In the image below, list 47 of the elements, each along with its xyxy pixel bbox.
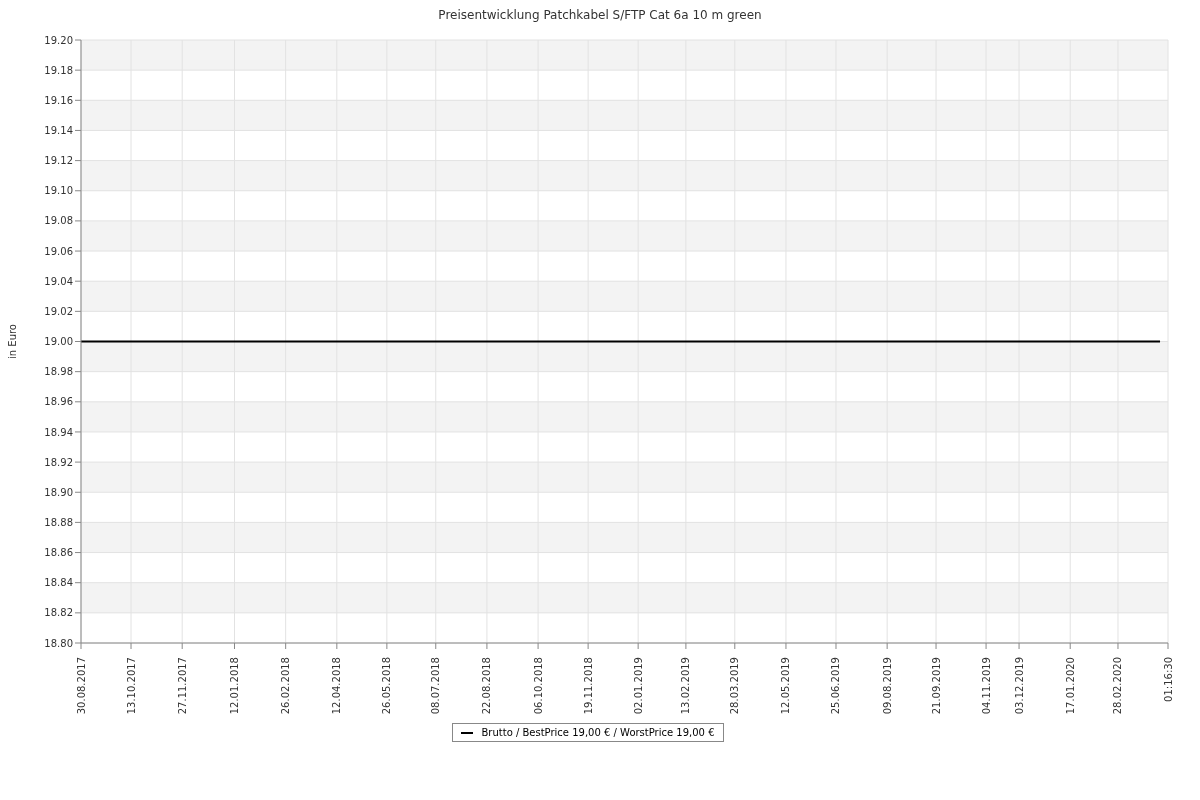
x-tick-label: 04.11.2019	[980, 657, 992, 715]
x-tick-label: 28.02.2020	[1112, 657, 1124, 715]
y-tick-label: 19.18	[44, 64, 73, 76]
chart-title: Preisentwicklung Patchkabel S/FTP Cat 6a 10 m green	[437, 8, 763, 24]
y-tick-label: 19.08	[44, 215, 73, 227]
y-tick-label: 18.86	[44, 547, 73, 559]
x-tick-label: 30.08.2017	[75, 657, 87, 715]
y-tick-label: 18.92	[44, 456, 73, 468]
x-tick-label: 26.05.2018	[381, 657, 393, 715]
x-tick-label: 03.12.2019	[1013, 657, 1025, 715]
x-tick-label: 13.10.2017	[125, 657, 137, 715]
x-tick-label: 06.10.2018	[532, 657, 544, 715]
y-tick-label: 19.00	[44, 336, 73, 348]
y-tick-label: 18.84	[44, 577, 73, 589]
y-tick-label: 19.04	[44, 275, 73, 287]
y-tick-label: 18.80	[44, 637, 73, 649]
y-tick-label: 19.12	[44, 155, 73, 167]
x-tick-label: 19.11.2018	[582, 657, 594, 715]
x-tick-label: 12.05.2019	[780, 657, 792, 715]
x-tick-label: 13.02.2019	[680, 657, 692, 715]
x-tick-label: 09.08.2019	[881, 657, 893, 715]
y-tick-label: 18.88	[44, 516, 73, 528]
y-tick-label: 19.10	[44, 185, 73, 197]
y-tick-label: 18.82	[44, 607, 73, 619]
y-tick-label: 19.20	[44, 34, 73, 46]
x-tick-label: 12.04.2018	[331, 657, 343, 715]
legend-label: Brutto / BestPrice 19,00 € / WorstPrice 19,00 €	[480, 727, 715, 738]
y-tick-label: 18.98	[44, 366, 73, 378]
y-tick-label: 18.96	[44, 396, 73, 408]
x-tick-label: 08.07.2018	[430, 657, 442, 715]
x-tick-label: 22.08.2018	[481, 657, 493, 715]
y-tick-label: 18.90	[44, 486, 73, 498]
x-tick-label: 27.11.2017	[176, 657, 188, 715]
x-tick-label: 26.02.2018	[280, 657, 292, 715]
x-tick-label: 28.03.2019	[729, 657, 741, 715]
x-tick-label: 01:16:30	[1162, 657, 1174, 702]
y-tick-label: 19.06	[44, 245, 73, 257]
x-tick-label: 12.01.2018	[229, 657, 240, 715]
x-tick-label: 21.09.2019	[930, 657, 942, 715]
y-tick-label: 18.94	[44, 426, 73, 438]
y-tick-label: 19.16	[44, 94, 73, 106]
y-tick-label: 19.02	[44, 305, 73, 317]
x-tick-label: 02.01.2019	[632, 657, 644, 715]
y-axis-title: in Euro	[6, 324, 18, 359]
x-tick-label: 25.06.2019	[830, 657, 842, 715]
y-tick-label: 19.14	[44, 125, 73, 136]
x-tick-label: 17.01.2020	[1064, 657, 1076, 715]
